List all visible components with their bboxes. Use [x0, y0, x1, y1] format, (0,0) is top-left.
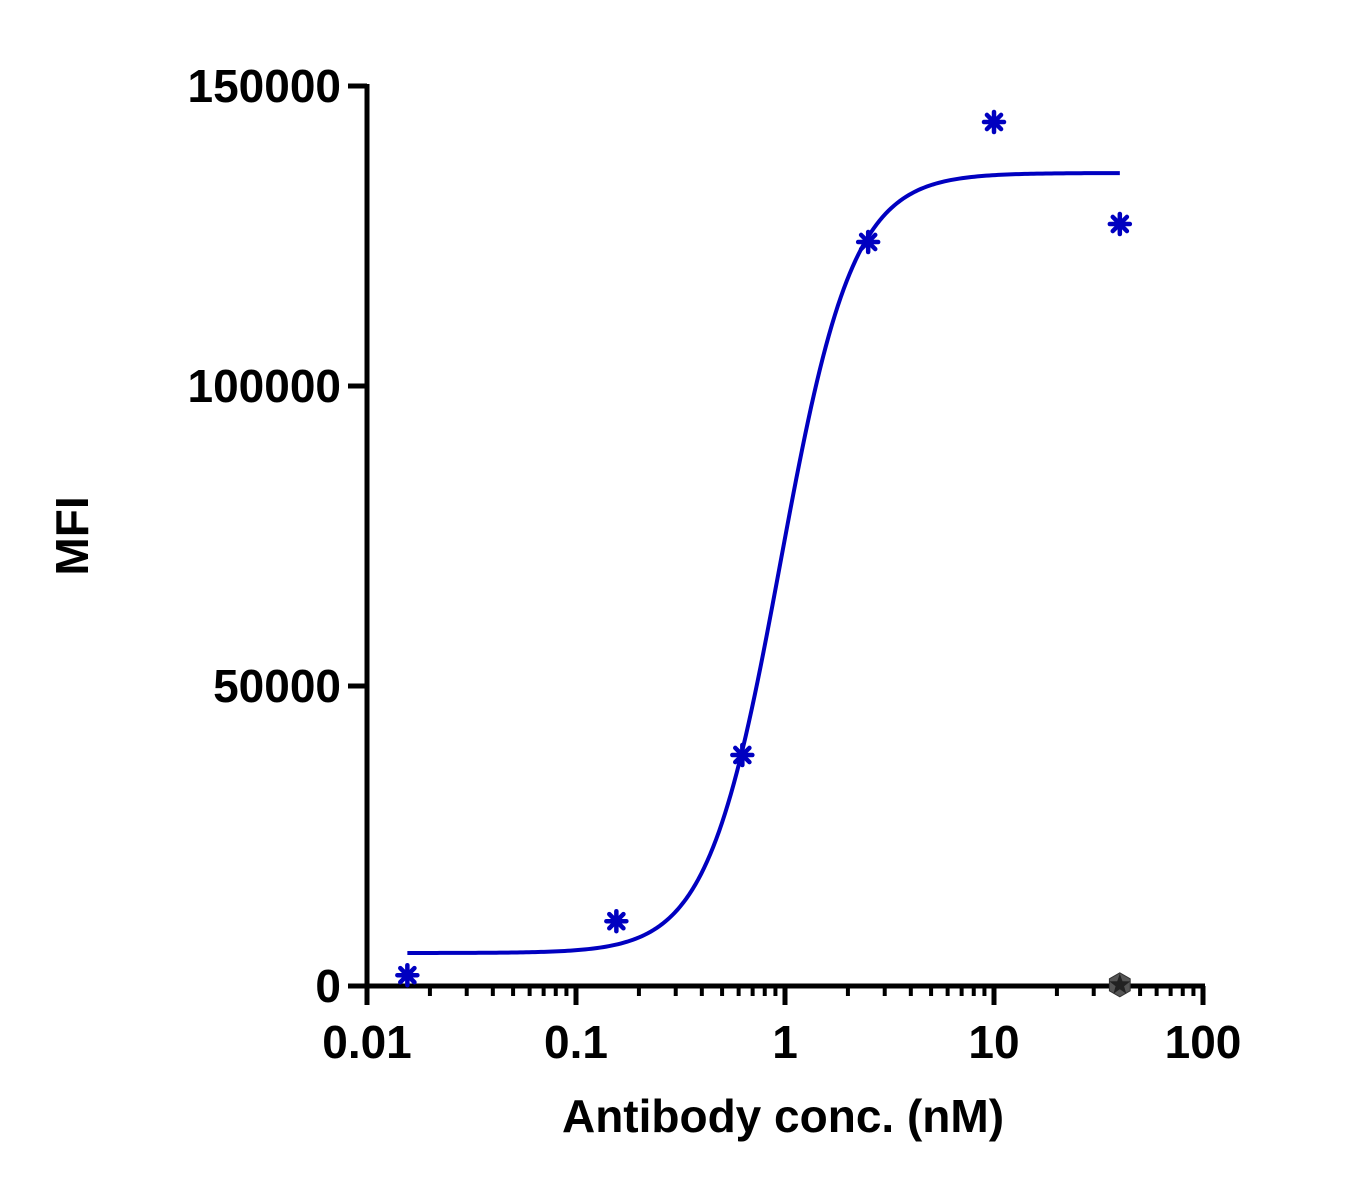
data-point: [1108, 972, 1131, 998]
asterisk-core: [738, 751, 747, 759]
fit-curve: [407, 171, 1120, 955]
data-point: [730, 742, 755, 768]
x-tick-label: 0.01: [322, 1016, 412, 1068]
y-tick-label: 0: [315, 960, 341, 1012]
asterisk-core: [1115, 220, 1124, 228]
data-point: [604, 908, 629, 934]
data-point: [981, 109, 1007, 135]
plot-area: [395, 109, 1133, 998]
asterisk-core: [864, 238, 873, 246]
y-axis-title: MFI: [46, 496, 98, 575]
data-point: [855, 229, 881, 255]
series-1: [1108, 972, 1131, 998]
y-axis: 0 50000 100000 150000: [188, 60, 370, 1012]
star-shape: [1109, 973, 1131, 994]
y-tick-label: 100000: [188, 360, 342, 412]
asterisk-core: [612, 917, 621, 926]
asterisk-core: [990, 118, 998, 126]
y-tick-label: 50000: [213, 660, 341, 712]
x-tick-label: 10: [968, 1016, 1019, 1068]
series-0: [395, 109, 1133, 988]
y-tick-label: 150000: [188, 60, 342, 112]
x-tick-label: 1: [772, 1016, 798, 1068]
asterisk-core: [403, 971, 412, 980]
x-axis-title: Antibody conc. (nM): [562, 1090, 1004, 1142]
x-tick-label: 0.1: [544, 1016, 608, 1068]
data-point: [1107, 211, 1133, 237]
x-tick-label: 100: [1165, 1016, 1242, 1068]
x-axis: 0.01 0.1 1 10 100: [322, 983, 1242, 1068]
data-point: [395, 962, 420, 988]
